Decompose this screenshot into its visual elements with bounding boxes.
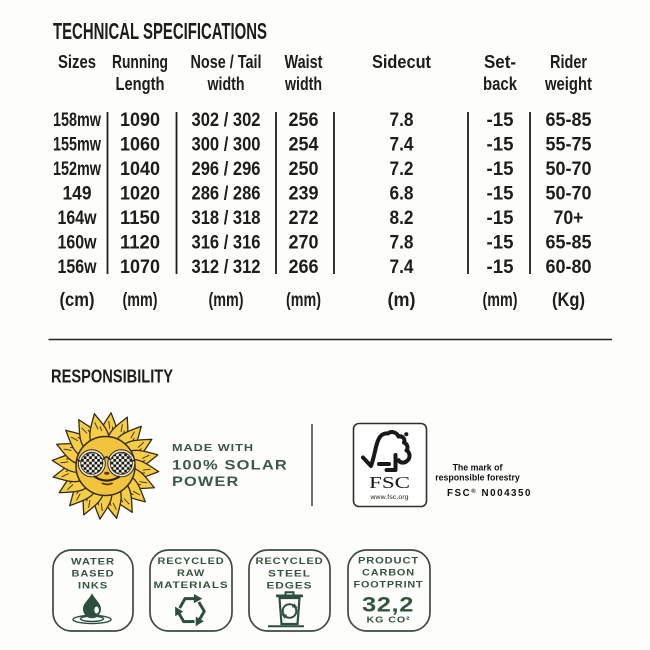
svg-text:INKS: INKS bbox=[78, 581, 108, 591]
svg-text:RECYCLED: RECYCLED bbox=[158, 556, 225, 566]
svg-text:KG CO²: KG CO² bbox=[367, 615, 411, 625]
svg-text:160w: 160w bbox=[58, 233, 97, 254]
svg-text:FSC® N004350: FSC® N004350 bbox=[447, 488, 531, 499]
svg-text:-15: -15 bbox=[487, 135, 514, 156]
svg-text:286 / 286: 286 / 286 bbox=[192, 184, 261, 205]
svg-text:1150: 1150 bbox=[120, 208, 160, 229]
svg-text:65-85: 65-85 bbox=[546, 110, 592, 131]
svg-text:50-70: 50-70 bbox=[546, 159, 592, 180]
svg-text:BASED: BASED bbox=[72, 569, 115, 579]
svg-text:55-75: 55-75 bbox=[546, 135, 592, 156]
svg-text:100% SOLAR: 100% SOLAR bbox=[172, 457, 288, 473]
svg-text:60-80: 60-80 bbox=[546, 257, 592, 278]
svg-text:1070: 1070 bbox=[120, 257, 160, 278]
svg-text:RECYCLED: RECYCLED bbox=[256, 556, 324, 566]
svg-text:270: 270 bbox=[289, 233, 319, 254]
svg-text:1020: 1020 bbox=[120, 184, 160, 205]
svg-text:-15: -15 bbox=[487, 208, 514, 229]
svg-text:1120: 1120 bbox=[120, 233, 160, 254]
svg-text:width: width bbox=[207, 73, 245, 94]
svg-text:7.8: 7.8 bbox=[390, 110, 414, 131]
svg-text:(m): (m) bbox=[388, 290, 416, 311]
svg-text:Running: Running bbox=[112, 51, 168, 72]
svg-text:65-85: 65-85 bbox=[546, 233, 592, 254]
svg-text:weight: weight bbox=[544, 73, 592, 94]
svg-text:266: 266 bbox=[289, 257, 319, 278]
svg-text:EDGES: EDGES bbox=[267, 581, 313, 591]
svg-text:CARBON: CARBON bbox=[362, 568, 415, 578]
svg-text:-15: -15 bbox=[487, 184, 514, 205]
svg-text:70+: 70+ bbox=[554, 208, 584, 229]
svg-text:Length: Length bbox=[116, 73, 165, 94]
svg-text:Rider: Rider bbox=[550, 51, 587, 72]
svg-text:www.fsc.org: www.fsc.org bbox=[370, 494, 409, 501]
svg-text:296 / 296: 296 / 296 bbox=[192, 159, 261, 180]
svg-text:6.8: 6.8 bbox=[390, 184, 414, 205]
svg-text:FSC: FSC bbox=[369, 473, 410, 492]
svg-text:250: 250 bbox=[289, 159, 319, 180]
svg-text:7.4: 7.4 bbox=[390, 257, 414, 278]
svg-text:155mw: 155mw bbox=[53, 135, 101, 156]
svg-text:156w: 156w bbox=[58, 257, 97, 278]
svg-text:width: width bbox=[284, 73, 322, 94]
svg-text:8.2: 8.2 bbox=[390, 208, 414, 229]
svg-text:POWER: POWER bbox=[172, 473, 240, 489]
svg-text:256: 256 bbox=[289, 110, 319, 131]
svg-text:(mm): (mm) bbox=[483, 290, 518, 311]
svg-text:-15: -15 bbox=[487, 159, 514, 180]
svg-text:RAW: RAW bbox=[177, 568, 205, 578]
svg-text:(cm): (cm) bbox=[60, 290, 95, 311]
svg-text:239: 239 bbox=[289, 184, 319, 205]
svg-text:318 / 318: 318 / 318 bbox=[192, 208, 261, 229]
svg-text:MATERIALS: MATERIALS bbox=[154, 580, 229, 590]
svg-text:WATER: WATER bbox=[71, 557, 115, 567]
svg-text:PRODUCT: PRODUCT bbox=[358, 556, 419, 566]
svg-text:1040: 1040 bbox=[120, 159, 160, 180]
svg-text:TECHNICAL SPECIFICATIONS: TECHNICAL SPECIFICATIONS bbox=[53, 18, 267, 44]
svg-text:164w: 164w bbox=[58, 208, 97, 229]
svg-text:-15: -15 bbox=[487, 110, 514, 131]
svg-text:(Kg): (Kg) bbox=[552, 290, 585, 311]
svg-text:Nose / Tail: Nose / Tail bbox=[191, 51, 262, 72]
svg-text:149: 149 bbox=[63, 184, 92, 205]
svg-text:50-70: 50-70 bbox=[546, 184, 592, 205]
svg-text:MADE WITH: MADE WITH bbox=[172, 442, 254, 454]
svg-text:STEEL: STEEL bbox=[268, 569, 311, 579]
svg-text:(mm): (mm) bbox=[209, 290, 244, 311]
svg-text:272: 272 bbox=[289, 208, 319, 229]
svg-text:FOOTPRINT: FOOTPRINT bbox=[354, 580, 424, 590]
svg-text:-15: -15 bbox=[487, 233, 514, 254]
svg-text:302 / 302: 302 / 302 bbox=[192, 110, 261, 131]
svg-text:(mm): (mm) bbox=[123, 290, 158, 311]
svg-text:7.8: 7.8 bbox=[390, 233, 414, 254]
svg-text:1090: 1090 bbox=[120, 110, 160, 131]
svg-text:responsible forestry: responsible forestry bbox=[435, 473, 520, 483]
svg-text:300 / 300: 300 / 300 bbox=[192, 135, 261, 156]
svg-text:152mw: 152mw bbox=[53, 159, 101, 180]
svg-text:312 / 312: 312 / 312 bbox=[192, 257, 261, 278]
svg-text:Set-: Set- bbox=[484, 51, 516, 72]
svg-text:316 / 316: 316 / 316 bbox=[192, 233, 261, 254]
svg-text:-15: -15 bbox=[487, 257, 514, 278]
svg-text:(mm): (mm) bbox=[286, 290, 321, 311]
svg-text:Sizes: Sizes bbox=[58, 51, 96, 72]
svg-text:1060: 1060 bbox=[120, 135, 160, 156]
svg-text:RESPONSIBILITY: RESPONSIBILITY bbox=[51, 366, 174, 387]
svg-text:158mw: 158mw bbox=[53, 110, 101, 131]
svg-text:The mark of: The mark of bbox=[453, 463, 503, 473]
svg-text:254: 254 bbox=[289, 135, 319, 156]
svg-text:7.2: 7.2 bbox=[390, 159, 414, 180]
svg-text:back: back bbox=[483, 73, 518, 94]
svg-text:Waist: Waist bbox=[285, 51, 323, 72]
svg-text:7.4: 7.4 bbox=[390, 135, 414, 156]
svg-text:32,2: 32,2 bbox=[362, 594, 414, 617]
svg-text:Sidecut: Sidecut bbox=[372, 51, 431, 72]
